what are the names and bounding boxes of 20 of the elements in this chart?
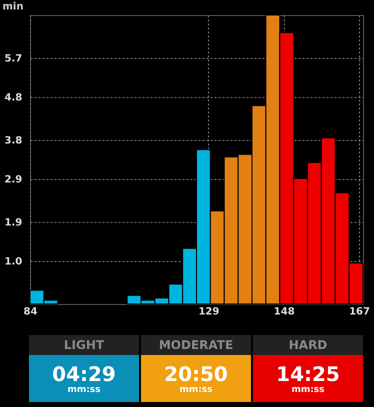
y-tick-label: 1.0 [4,256,22,268]
y-tick-label: 5.7 [4,54,22,65]
x-tick-label: 129 [198,306,220,318]
x-tick-label: 84 [24,306,38,318]
text: mm:ss [67,384,101,394]
text: 04:29 [52,362,116,386]
category-label: LIGHT [29,335,139,355]
text: mm:ss [291,384,325,394]
text: 20:50 [164,362,228,386]
y-tick-label: 3.8 [4,136,22,147]
y-tick-label: 2.9 [4,174,22,186]
y-axis-title: min [2,2,24,12]
category-label: MODERATE [141,335,251,355]
text: 14:25 [276,362,340,386]
x-tick-label: 167 [349,306,370,318]
y-tick-label: 4.8 [4,92,22,104]
x-tick-label: 148 [274,306,295,318]
category-label: HARD [253,335,363,355]
y-tick-label: 1.9 [4,218,22,229]
text: mm:ss [179,384,213,394]
